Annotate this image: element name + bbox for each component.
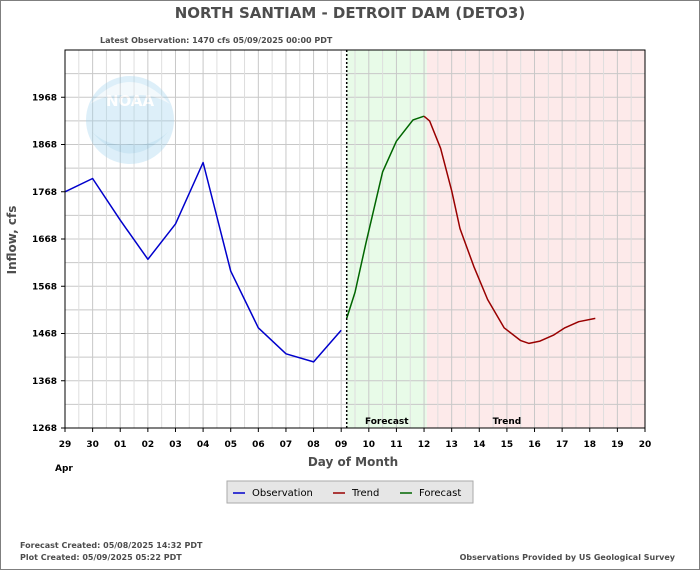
series-observation xyxy=(64,161,342,363)
y-tick-label: 1568 xyxy=(32,282,57,292)
x-tick-label: 07 xyxy=(280,440,293,450)
region-label-trend: Trend xyxy=(493,417,522,427)
y-tick-label: 1968 xyxy=(32,93,57,103)
x-tick-label: 16 xyxy=(528,440,541,450)
x-tick-label: 03 xyxy=(169,440,182,450)
x-tick-label: 18 xyxy=(583,440,596,450)
latest-observation: Latest Observation: 1470 cfs 05/09/2025 … xyxy=(100,36,333,45)
plot-created: Plot Created: 05/09/2025 05:22 PDT xyxy=(20,553,182,562)
y-tick-label: 1868 xyxy=(32,141,57,151)
x-tick-label: 02 xyxy=(142,440,155,450)
y-tick-label: 1368 xyxy=(32,377,57,387)
noaa-logo-watermark: NOAA xyxy=(86,76,174,164)
x-tick-label: 06 xyxy=(252,440,265,450)
data-credit: Observations Provided by US Geological S… xyxy=(460,553,676,562)
legend-label-observation: Observation xyxy=(252,488,313,499)
series-forecast xyxy=(345,115,425,319)
x-tick-label: 08 xyxy=(307,440,320,450)
x-tick-label: 10 xyxy=(363,440,376,450)
region-labels: Forecast Trend xyxy=(365,417,521,427)
x-tick-label: 12 xyxy=(418,440,431,450)
x-tick-label: 17 xyxy=(556,440,569,450)
x-tick-label: 19 xyxy=(611,440,624,450)
x-tick-label: 05 xyxy=(224,440,237,450)
x-tick-label: 30 xyxy=(86,440,99,450)
x-axis-label: Day of Month xyxy=(308,455,398,469)
region-label-forecast: Forecast xyxy=(365,417,409,427)
series-trend xyxy=(423,115,596,345)
legend: Observation Trend Forecast xyxy=(226,480,474,504)
x-tick-label: 14 xyxy=(473,440,486,450)
month-label: Apr xyxy=(55,464,73,474)
legend-label-forecast: Forecast xyxy=(419,488,461,499)
y-tick-label: 1768 xyxy=(32,188,57,198)
series-lines xyxy=(64,115,596,363)
y-tick-label: 1468 xyxy=(32,330,57,340)
chart-title: NORTH SANTIAM - DETROIT DAM (DETO3) xyxy=(175,4,525,22)
forecast-created: Forecast Created: 05/08/2025 14:32 PDT xyxy=(20,541,203,550)
x-tick-label: 13 xyxy=(445,440,458,450)
x-tick-label: 01 xyxy=(114,440,127,450)
x-tick-label: 15 xyxy=(501,440,514,450)
legend-box xyxy=(226,480,474,504)
noaa-watermark-text: NOAA xyxy=(106,92,155,110)
x-axis-ticks: 29 30 01 02 03 04 05 06 07 08 09 10 11 12 13 14 15 16 17 18… xyxy=(59,428,652,450)
x-tick-label: 04 xyxy=(197,440,210,450)
x-tick-label: 29 xyxy=(59,440,72,450)
legend-label-trend: Trend xyxy=(351,488,379,499)
x-tick-label: 11 xyxy=(390,440,403,450)
y-tick-label: 1668 xyxy=(32,235,57,245)
x-tick-label: 20 xyxy=(639,440,652,450)
y-axis-ticks: 1268 1368 1468 1568 1668 1768 1868 1968 xyxy=(32,93,65,434)
x-tick-label: 09 xyxy=(335,440,348,450)
y-axis-label: Inflow, cfs xyxy=(5,206,19,275)
y-tick-label: 1268 xyxy=(32,424,57,434)
grid xyxy=(65,50,646,428)
